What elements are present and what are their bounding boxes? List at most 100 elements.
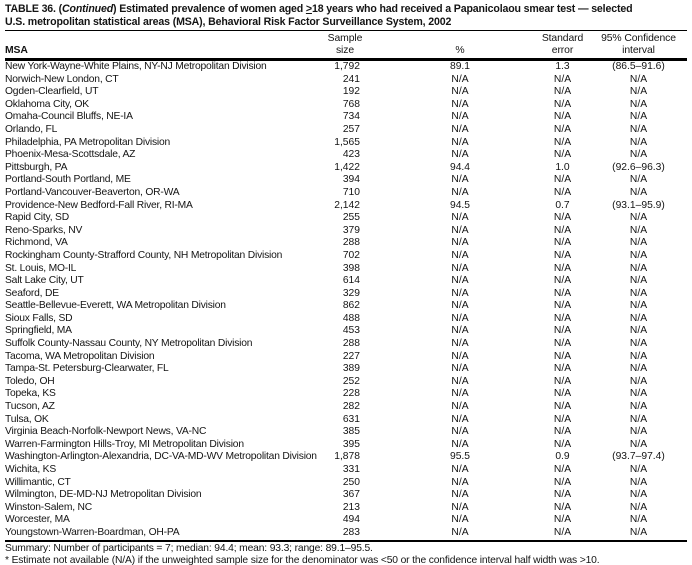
standard-error-cell: N/A — [553, 275, 572, 287]
column-header-standard-error: Standard error — [535, 31, 590, 60]
standard-error-cell: N/A — [553, 388, 572, 400]
standard-error-cell: N/A — [553, 262, 572, 274]
sample-size-cell: 710 — [342, 186, 360, 198]
table-header-row: MSA Sample size % Standard error 95% Con… — [5, 31, 687, 60]
percent-cell: N/A — [451, 275, 469, 287]
standard-error-cell: N/A — [553, 312, 572, 324]
confidence-interval-cell: N/A — [629, 275, 648, 287]
confidence-interval-cell: N/A — [629, 237, 648, 249]
table-row: Ogden-Clearfield, UT 192 N/A N/A N/A — [5, 86, 687, 99]
table-row: Rockingham County-Strafford County, NH M… — [5, 250, 687, 263]
confidence-interval-cell: N/A — [629, 186, 648, 198]
standard-error-cell: N/A — [553, 413, 572, 425]
confidence-interval-cell: N/A — [629, 98, 648, 110]
standard-error-cell: N/A — [553, 212, 572, 224]
msa-cell: Topeka, KS — [5, 388, 56, 400]
msa-cell: Suffolk County-Nassau County, NY Metropo… — [5, 338, 253, 350]
msa-cell: Toledo, OH — [5, 375, 55, 387]
standard-error-cell: N/A — [553, 149, 572, 161]
confidence-interval-cell: N/A — [629, 489, 648, 501]
percent-cell: N/A — [451, 338, 469, 350]
msa-cell: Orlando, FL — [5, 123, 58, 135]
msa-cell: New York-Wayne-White Plains, NY-NJ Metro… — [5, 61, 267, 72]
percent-cell: 94.4 — [449, 161, 471, 173]
percent-cell: N/A — [451, 413, 469, 425]
sample-size-cell: 250 — [342, 476, 360, 488]
sample-size-cell: 288 — [342, 237, 360, 249]
msa-cell: Tacoma, WA Metropolitan Division — [5, 350, 155, 362]
confidence-interval-cell: N/A — [629, 464, 648, 475]
percent-cell: N/A — [451, 300, 469, 312]
percent-cell: N/A — [451, 186, 469, 198]
table-row: Springfield, MA 453 N/A N/A N/A — [5, 325, 687, 338]
msa-cell: Warren-Farmington Hills-Troy, MI Metropo… — [5, 438, 244, 450]
msa-cell: Providence-New Bedford-Fall River, RI-MA — [5, 199, 193, 211]
column-header-standard-error-line2: error — [551, 44, 574, 56]
sample-size-cell: 385 — [342, 426, 360, 438]
sample-size-cell: 398 — [342, 262, 360, 274]
confidence-interval-cell: N/A — [629, 350, 648, 362]
msa-cell: Salt Lake City, UT — [5, 275, 84, 287]
percent-cell: 95.5 — [449, 451, 471, 463]
table-row: Topeka, KS 228 N/A N/A N/A — [5, 388, 687, 401]
percent-cell: N/A — [451, 363, 469, 375]
table-row: Phoenix-Mesa-Scottsdale, AZ 423 N/A N/A … — [5, 149, 687, 162]
confidence-interval-cell: N/A — [629, 312, 648, 324]
confidence-interval-cell: N/A — [629, 287, 648, 299]
sample-size-cell: 367 — [342, 489, 360, 501]
confidence-interval-cell: N/A — [629, 224, 648, 236]
sample-size-cell: 862 — [342, 300, 360, 312]
standard-error-cell: N/A — [553, 111, 572, 123]
standard-error-cell: 1.0 — [555, 161, 570, 173]
confidence-interval-cell: N/A — [629, 363, 648, 375]
percent-cell: N/A — [451, 287, 469, 299]
table-row: Wichita, KS 331 N/A N/A N/A — [5, 464, 687, 477]
standard-error-cell: N/A — [553, 73, 572, 85]
column-header-confidence-interval: 95% Confidence interval — [590, 31, 687, 60]
table-header: MSA Sample size % Standard error 95% Con… — [5, 31, 687, 60]
standard-error-cell: N/A — [553, 98, 572, 110]
percent-cell: N/A — [451, 98, 469, 110]
sample-size-cell: 192 — [342, 86, 360, 98]
percent-cell: N/A — [451, 514, 469, 526]
msa-cell: Pittsburgh, PA — [5, 161, 68, 173]
standard-error-cell: N/A — [553, 136, 572, 148]
footnote-line: * Estimate not available (N/A) if the un… — [5, 554, 600, 565]
table-row: Pittsburgh, PA 1,422 94.4 1.0 (92.6–96.3… — [5, 162, 687, 175]
sample-size-cell: 1,878 — [334, 451, 360, 463]
sample-size-cell: 255 — [342, 212, 360, 224]
percent-cell: N/A — [451, 224, 469, 236]
msa-cell: Oklahoma City, OK — [5, 98, 89, 110]
confidence-interval-cell: N/A — [629, 73, 648, 85]
sample-size-cell: 453 — [342, 325, 360, 337]
msa-cell: Wilmington, DE-MD-NJ Metropolitan Divisi… — [5, 489, 202, 501]
confidence-interval-cell: (92.6–96.3) — [612, 161, 665, 173]
percent-cell: N/A — [451, 136, 469, 148]
percent-cell: N/A — [451, 149, 469, 161]
msa-cell: Winston-Salem, NC — [5, 501, 93, 513]
percent-cell: 94.5 — [449, 199, 471, 211]
confidence-interval-cell: N/A — [629, 401, 648, 413]
table-row: Oklahoma City, OK 768 N/A N/A N/A — [5, 99, 687, 112]
table-row: Orlando, FL 257 N/A N/A N/A — [5, 124, 687, 137]
sample-size-cell: 288 — [342, 338, 360, 350]
msa-cell: Washington-Arlington-Alexandria, DC-VA-M… — [5, 451, 317, 463]
sample-size-cell: 394 — [342, 174, 360, 186]
standard-error-cell: N/A — [553, 350, 572, 362]
percent-cell: N/A — [451, 237, 469, 249]
confidence-interval-cell: N/A — [629, 262, 648, 274]
confidence-interval-cell: N/A — [629, 249, 648, 261]
sample-size-cell: 631 — [342, 413, 360, 425]
confidence-interval-cell: N/A — [629, 426, 648, 438]
sample-size-cell: 329 — [342, 287, 360, 299]
standard-error-cell: N/A — [553, 438, 572, 450]
sample-size-cell: 1,565 — [334, 136, 360, 148]
sample-size-cell: 494 — [342, 514, 360, 526]
msa-cell: Tulsa, OK — [5, 413, 49, 425]
msa-cell: Omaha-Council Bluffs, NE-IA — [5, 111, 133, 123]
sample-size-cell: 282 — [342, 401, 360, 413]
standard-error-cell: N/A — [553, 287, 572, 299]
standard-error-cell: N/A — [553, 123, 572, 135]
standard-error-cell: 1.3 — [555, 61, 570, 72]
confidence-interval-cell: N/A — [629, 375, 648, 387]
